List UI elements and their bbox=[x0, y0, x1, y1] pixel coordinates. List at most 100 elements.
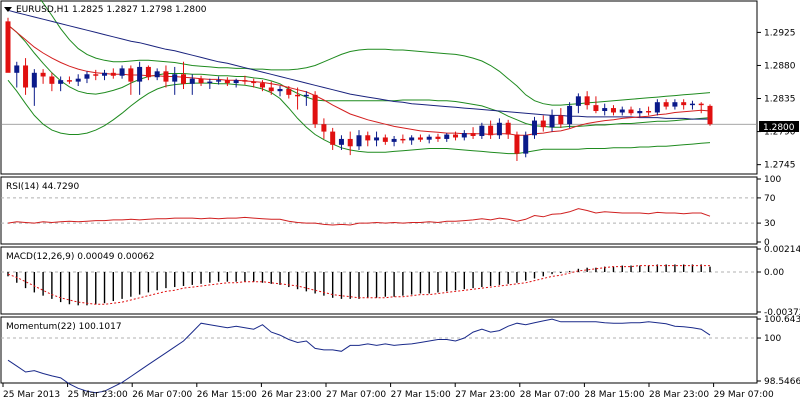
candle-body bbox=[681, 102, 687, 106]
macd-histogram bbox=[7, 264, 711, 306]
price-panel-frame bbox=[0, 0, 758, 175]
candle-body bbox=[312, 94, 318, 125]
candle-body bbox=[207, 81, 213, 84]
candle-body bbox=[382, 137, 388, 142]
candle-body bbox=[663, 102, 669, 107]
price-tick-label: 1.2880 bbox=[764, 61, 796, 71]
candle-body bbox=[374, 137, 380, 141]
candle-body bbox=[189, 78, 195, 84]
rsi-label: RSI(14) 44.7290 bbox=[6, 182, 79, 192]
candle-body bbox=[514, 134, 520, 154]
price-tick-label: 1.2925 bbox=[764, 28, 796, 38]
rsi-tick-label: 70 bbox=[764, 194, 776, 204]
candle-body bbox=[303, 94, 309, 97]
candle-body bbox=[84, 74, 90, 79]
candle-body bbox=[610, 108, 616, 113]
fast-ma-line bbox=[7, 24, 711, 136]
candle-body bbox=[347, 138, 353, 147]
macd-axis: 0.00214 0.00 -0.00372 bbox=[757, 245, 800, 318]
price-tag-box bbox=[759, 121, 799, 132]
candle-body bbox=[628, 109, 634, 114]
time-tick-label: 28 Mar 23:00 bbox=[649, 390, 709, 400]
candle-body bbox=[75, 78, 81, 82]
momentum-axis: 100.6435 100 98.5466 bbox=[757, 315, 800, 387]
candle-body bbox=[102, 72, 108, 76]
candle-body bbox=[233, 80, 239, 84]
candle-body bbox=[654, 102, 660, 113]
time-tick-label: 25 Mar 23:00 bbox=[68, 390, 128, 400]
rsi-lines bbox=[7, 208, 711, 226]
candle-body bbox=[216, 80, 222, 82]
candle-body bbox=[23, 65, 29, 88]
momentum-tick-label: 100.6435 bbox=[764, 315, 800, 325]
time-tick-label: 27 Mar 15:00 bbox=[391, 390, 451, 400]
time-tick-label: 29 Mar 07:00 bbox=[714, 390, 774, 400]
price-tick-label: 1.2790 bbox=[764, 128, 796, 138]
candle-body bbox=[66, 80, 72, 82]
time-tick-label: 27 Mar 23:00 bbox=[455, 390, 515, 400]
price-tick-label: 1.2835 bbox=[764, 95, 796, 105]
time-tick-label: 26 Mar 15:00 bbox=[197, 390, 257, 400]
candle-body bbox=[672, 102, 678, 107]
price-axis: 1.2925 1.2880 1.2835 1.2790 1.2745 bbox=[757, 28, 796, 171]
rsi-panel-frame bbox=[0, 176, 758, 245]
candle-body bbox=[523, 135, 529, 154]
macd-signal-line-group bbox=[7, 265, 710, 305]
candle-body bbox=[698, 103, 704, 106]
candle-body bbox=[646, 111, 652, 113]
lower-band-line bbox=[7, 79, 711, 155]
price-tag: 1.2800 bbox=[763, 123, 795, 133]
candle-body bbox=[453, 134, 459, 138]
chart-menu-triangle-icon[interactable] bbox=[4, 7, 12, 12]
momentum-panel-frame bbox=[0, 316, 758, 384]
candle-body bbox=[356, 135, 362, 147]
time-axis: 25 Mar 2013 25 Mar 23:00 26 Mar 07:00 26 Ma… bbox=[2, 383, 774, 400]
candle-body bbox=[277, 88, 283, 92]
candle-body bbox=[444, 134, 450, 139]
candle-body bbox=[707, 105, 713, 125]
candle-body bbox=[321, 124, 327, 132]
candle-body bbox=[172, 74, 178, 82]
candle-body bbox=[479, 125, 485, 136]
macd-panel-frame bbox=[0, 246, 758, 315]
momentum-tick-label: 98.5466 bbox=[764, 377, 800, 387]
candle-body bbox=[488, 125, 494, 136]
candle-body bbox=[137, 66, 143, 82]
candle-body bbox=[584, 96, 590, 106]
rsi-line bbox=[7, 208, 711, 226]
candle-body bbox=[496, 122, 502, 136]
rsi-axis: 100 70 30 0 bbox=[757, 175, 781, 248]
macd-tick-label: 0.00 bbox=[764, 268, 784, 278]
candle-body bbox=[549, 115, 555, 128]
candle-body bbox=[391, 138, 397, 142]
candle-body bbox=[295, 94, 301, 97]
candle-body bbox=[110, 72, 116, 76]
time-tick-label: 26 Mar 07:00 bbox=[132, 390, 192, 400]
momentum-line bbox=[7, 318, 711, 394]
candle-body bbox=[259, 83, 265, 88]
candle-body bbox=[689, 103, 695, 106]
candle-body bbox=[242, 80, 248, 82]
momentum-lines bbox=[7, 318, 711, 394]
candle-body bbox=[461, 133, 467, 138]
candle-body bbox=[145, 66, 151, 78]
candle-body bbox=[532, 120, 537, 136]
candle-body bbox=[119, 68, 125, 76]
candle-body bbox=[575, 96, 581, 106]
candle-body bbox=[602, 108, 608, 112]
candle-body bbox=[637, 111, 643, 114]
candle-body bbox=[365, 135, 371, 141]
price-panel: 1.2925 1.2880 1.2835 1.2790 1.2745 EURUSD,H1… bbox=[0, 0, 799, 175]
candle-body bbox=[40, 72, 46, 77]
candle-body bbox=[58, 80, 64, 84]
candle-body bbox=[286, 88, 292, 95]
symbol-label: EURUSD,H1 1.2825 1.2827 1.2798 1.2800 bbox=[16, 5, 207, 15]
candle-body bbox=[268, 87, 274, 92]
middle-band-line bbox=[7, 24, 711, 128]
candle-body bbox=[619, 109, 625, 113]
time-tick-label: 28 Mar 07:00 bbox=[520, 390, 580, 400]
price-tick-label: 1.2745 bbox=[764, 161, 796, 171]
momentum-label: Momentum(22) 100.1017 bbox=[6, 322, 122, 332]
